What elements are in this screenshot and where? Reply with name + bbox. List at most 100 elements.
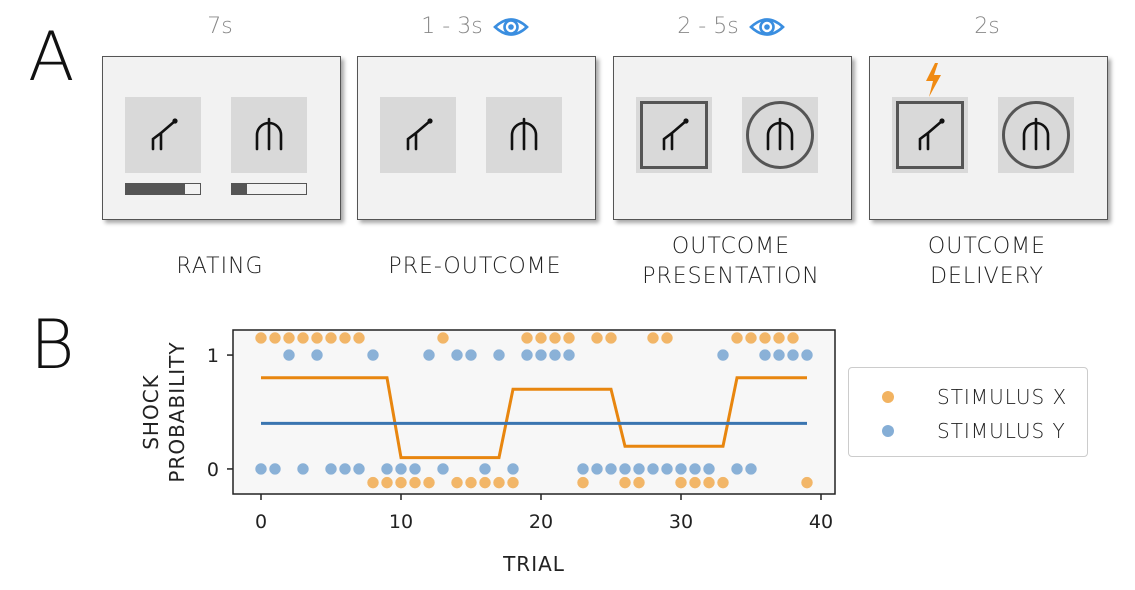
stimulus-y-no-shock-dot [731,463,743,475]
stimulus-y-no-shock-dot [507,463,519,475]
stimulus-x-shock-dot [745,332,757,344]
stimulus-y-no-shock-dot [437,463,449,475]
stimulus-y-glyph [486,97,562,177]
rating-bar-fill [126,184,186,194]
eye-icon [492,15,529,39]
lightning-bolt-icon [923,62,943,102]
stimulus-y-shock-dot [311,349,323,361]
stimulus-y-glyph [231,97,307,177]
stimulus-x-shock-dot [437,332,449,344]
chart-legend: STIMULUS X STIMULUS Y [848,367,1088,457]
stimulus-x-shock-dot [297,332,309,344]
stimulus-x-shock-dot [661,332,673,344]
phase-label-line: OUTCOME [671,234,791,259]
y-tick-label: 0 [207,459,219,481]
stimulus-y-shock-dot [283,349,295,361]
timing-text: 7s [207,14,233,39]
stimulus-y-shock-dot [493,349,505,361]
stimulus-x-shock-dot [549,332,561,344]
plot-frame [232,329,836,495]
legend-item-stimulus-x: STIMULUS X [849,382,1087,412]
panel-b-letter: B [30,306,75,385]
x-tick-label: 10 [389,511,413,533]
stimulus-y-shock-dot [367,349,379,361]
legend-marker-stimulus-y [882,425,894,437]
stimulus-x-no-shock-dot [409,476,421,489]
stimulus-y-shock-dot [801,349,813,361]
stimulus-x-no-shock-dot [367,476,379,489]
stimulus-x-shock-dot [787,332,799,344]
stimulus-y-no-shock-dot [353,463,365,475]
square-outcome-frame [896,101,964,169]
stimulus-y-no-shock-dot [647,463,659,475]
phase-label-line: RATING [176,254,264,279]
stimulus-y-no-shock-dot [689,463,701,475]
rating-bar-stimulus-y [231,183,307,195]
y-axis-label-line: PROBABILITY [165,341,189,482]
timing-label-2: 1 - 3s [355,14,595,39]
y-tick-label: 1 [207,345,219,367]
stimulus-y-no-shock-dot [605,463,617,475]
stimulus-x-shock-dot [563,332,575,344]
stimulus-y-shock-dot [563,349,575,361]
stimulus-y-no-shock-dot [409,463,421,475]
x-tick-label: 30 [669,511,693,533]
stimulus-y-no-shock-dot [633,463,645,475]
plot-area [233,330,835,494]
stimulus-x-no-shock-dot [423,476,435,489]
stimulus-y-no-shock-dot [479,463,491,475]
x-tick-label: 0 [255,511,267,533]
y-axis-label-line: SHOCK [139,374,163,450]
stimulus-x-shock-dot [283,332,295,344]
stimulus-y-card [742,97,818,173]
stimulus-x-no-shock-dot [507,476,519,489]
stimulus-y-card [998,97,1074,173]
x-axis-label: TRIAL [502,552,565,576]
stimulus-y-no-shock-dot [591,463,603,475]
stimulus-x-no-shock-dot [493,476,505,489]
stimulus-x-no-shock-dot [675,476,687,489]
phase-label-line: OUTCOME [927,234,1047,259]
stimulus-x-shock-dot [311,332,323,344]
square-outcome-frame [640,101,708,169]
trial-screen-4 [869,56,1108,220]
stimulus-x-no-shock-dot [633,476,645,489]
legend-marker-stimulus-x [882,391,894,403]
stimulus-y-no-shock-dot [577,463,589,475]
timing-label-1: 7s [100,14,340,39]
timing-text: 2s [974,14,1000,39]
stimulus-x-shock-dot [521,332,533,344]
stimulus-x-no-shock-dot [381,476,393,489]
stimulus-y-shock-dot [465,349,477,361]
stimulus-x-no-shock-dot [577,476,589,489]
stimulus-y-shock-dot [521,349,533,361]
stimulus-x-shock-dot [339,332,351,344]
timing-label-3: 2 - 5s [611,14,851,39]
stimulus-x-glyph [892,97,968,177]
stimulus-y-shock-dot [535,349,547,361]
stimulus-x-glyph [636,97,712,177]
stimulus-x-card [380,97,456,173]
stimulus-y-no-shock-dot [661,463,673,475]
stimulus-y-no-shock-dot [703,463,715,475]
stimulus-y-no-shock-dot [381,463,393,475]
phase-label-4: OUTCOME DELIVERY [857,232,1117,292]
stimulus-y-shock-dot [773,349,785,361]
trial-screen-3 [613,56,852,220]
stimulus-x-shock-dot [605,332,617,344]
stimulus-y-no-shock-dot [255,463,267,475]
stimulus-y-card [486,97,562,173]
stimulus-y-no-shock-dot [619,463,631,475]
stimulus-x-card [892,97,968,173]
stimulus-x-no-shock-dot [801,476,813,489]
stimulus-x-card [636,97,712,173]
stimulus-x-shock-dot [269,332,281,344]
legend-label-stimulus-x: STIMULUS X [937,385,1068,409]
stimulus-y-no-shock-dot [297,463,309,475]
stimulus-x-no-shock-dot [451,476,463,489]
timing-label-4: 2s [867,14,1107,39]
stimulus-y-no-shock-dot [745,463,757,475]
stimulus-x-shock-dot [773,332,785,344]
stimulus-x-shock-dot [591,332,603,344]
rating-bar-stimulus-x [125,183,201,195]
